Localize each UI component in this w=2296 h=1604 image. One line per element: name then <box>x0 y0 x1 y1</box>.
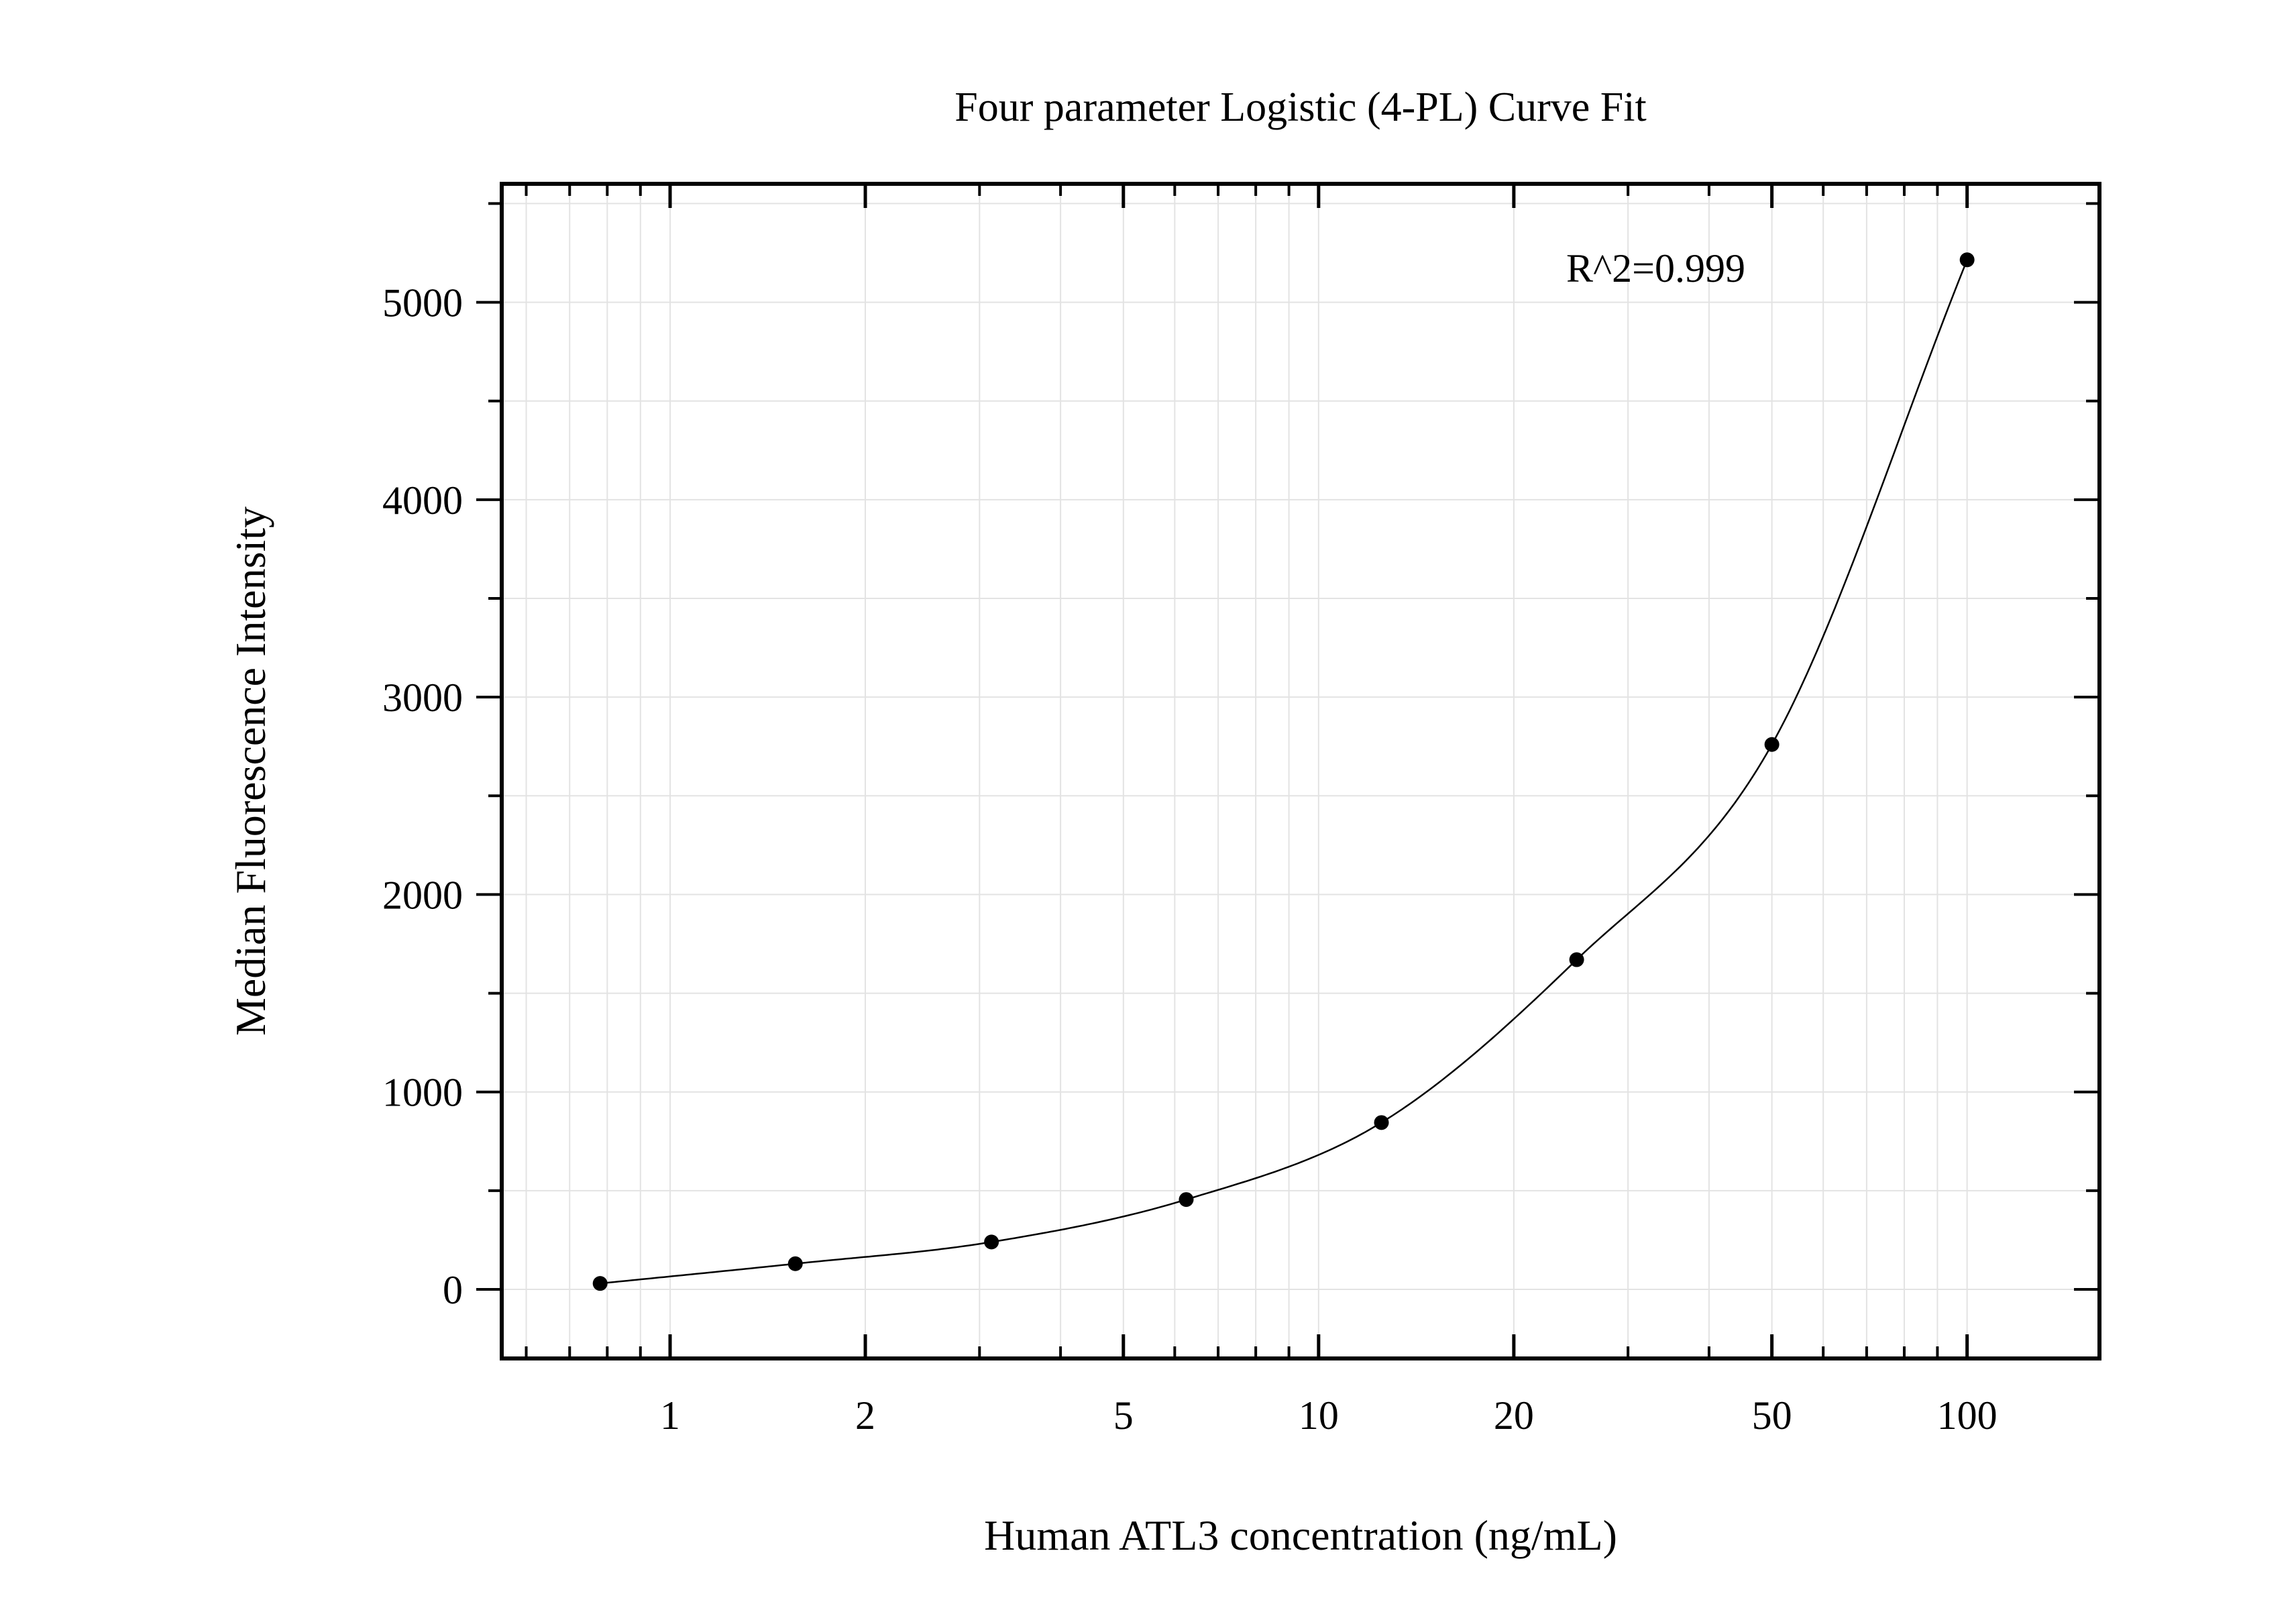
data-point <box>592 1276 608 1291</box>
y-tick-label: 1000 <box>382 1071 463 1115</box>
y-axis-label: Median Fluorescence Intensity <box>227 506 274 1036</box>
y-tick-label: 0 <box>443 1268 463 1312</box>
x-tick-label: 10 <box>1299 1393 1339 1438</box>
x-tick-label: 50 <box>1752 1393 1792 1438</box>
plot-frame <box>500 182 2101 1360</box>
point-layer <box>592 252 1975 1291</box>
chart-title: Four parameter Logistic (4-PL) Curve Fit <box>954 85 1646 130</box>
x-tick-label: 100 <box>1937 1393 1998 1438</box>
data-point <box>1764 737 1780 752</box>
curve-layer <box>600 259 1968 1285</box>
y-tick-label: 2000 <box>382 873 463 917</box>
data-point <box>1569 952 1584 967</box>
data-point <box>984 1234 999 1250</box>
data-point <box>1374 1115 1389 1130</box>
data-point <box>1179 1192 1194 1208</box>
x-tick-label: 20 <box>1494 1393 1534 1438</box>
x-tick-label: 1 <box>660 1393 680 1438</box>
r2-annotation: R^2=0.999 <box>1566 246 1745 290</box>
data-point <box>787 1256 803 1271</box>
y-tick-label: 3000 <box>382 676 463 720</box>
x-tick-label: 2 <box>855 1393 875 1438</box>
y-tick-label: 5000 <box>382 281 463 325</box>
y-tick-label: 4000 <box>382 478 463 523</box>
x-tick-label: 5 <box>1113 1393 1134 1438</box>
x-axis-label: Human ATL3 concentration (ng/mL) <box>984 1511 1617 1559</box>
fit-curve <box>600 259 1968 1285</box>
grid-layer <box>502 184 2099 1358</box>
tick-layer <box>476 184 2099 1358</box>
data-point <box>1959 252 1975 268</box>
